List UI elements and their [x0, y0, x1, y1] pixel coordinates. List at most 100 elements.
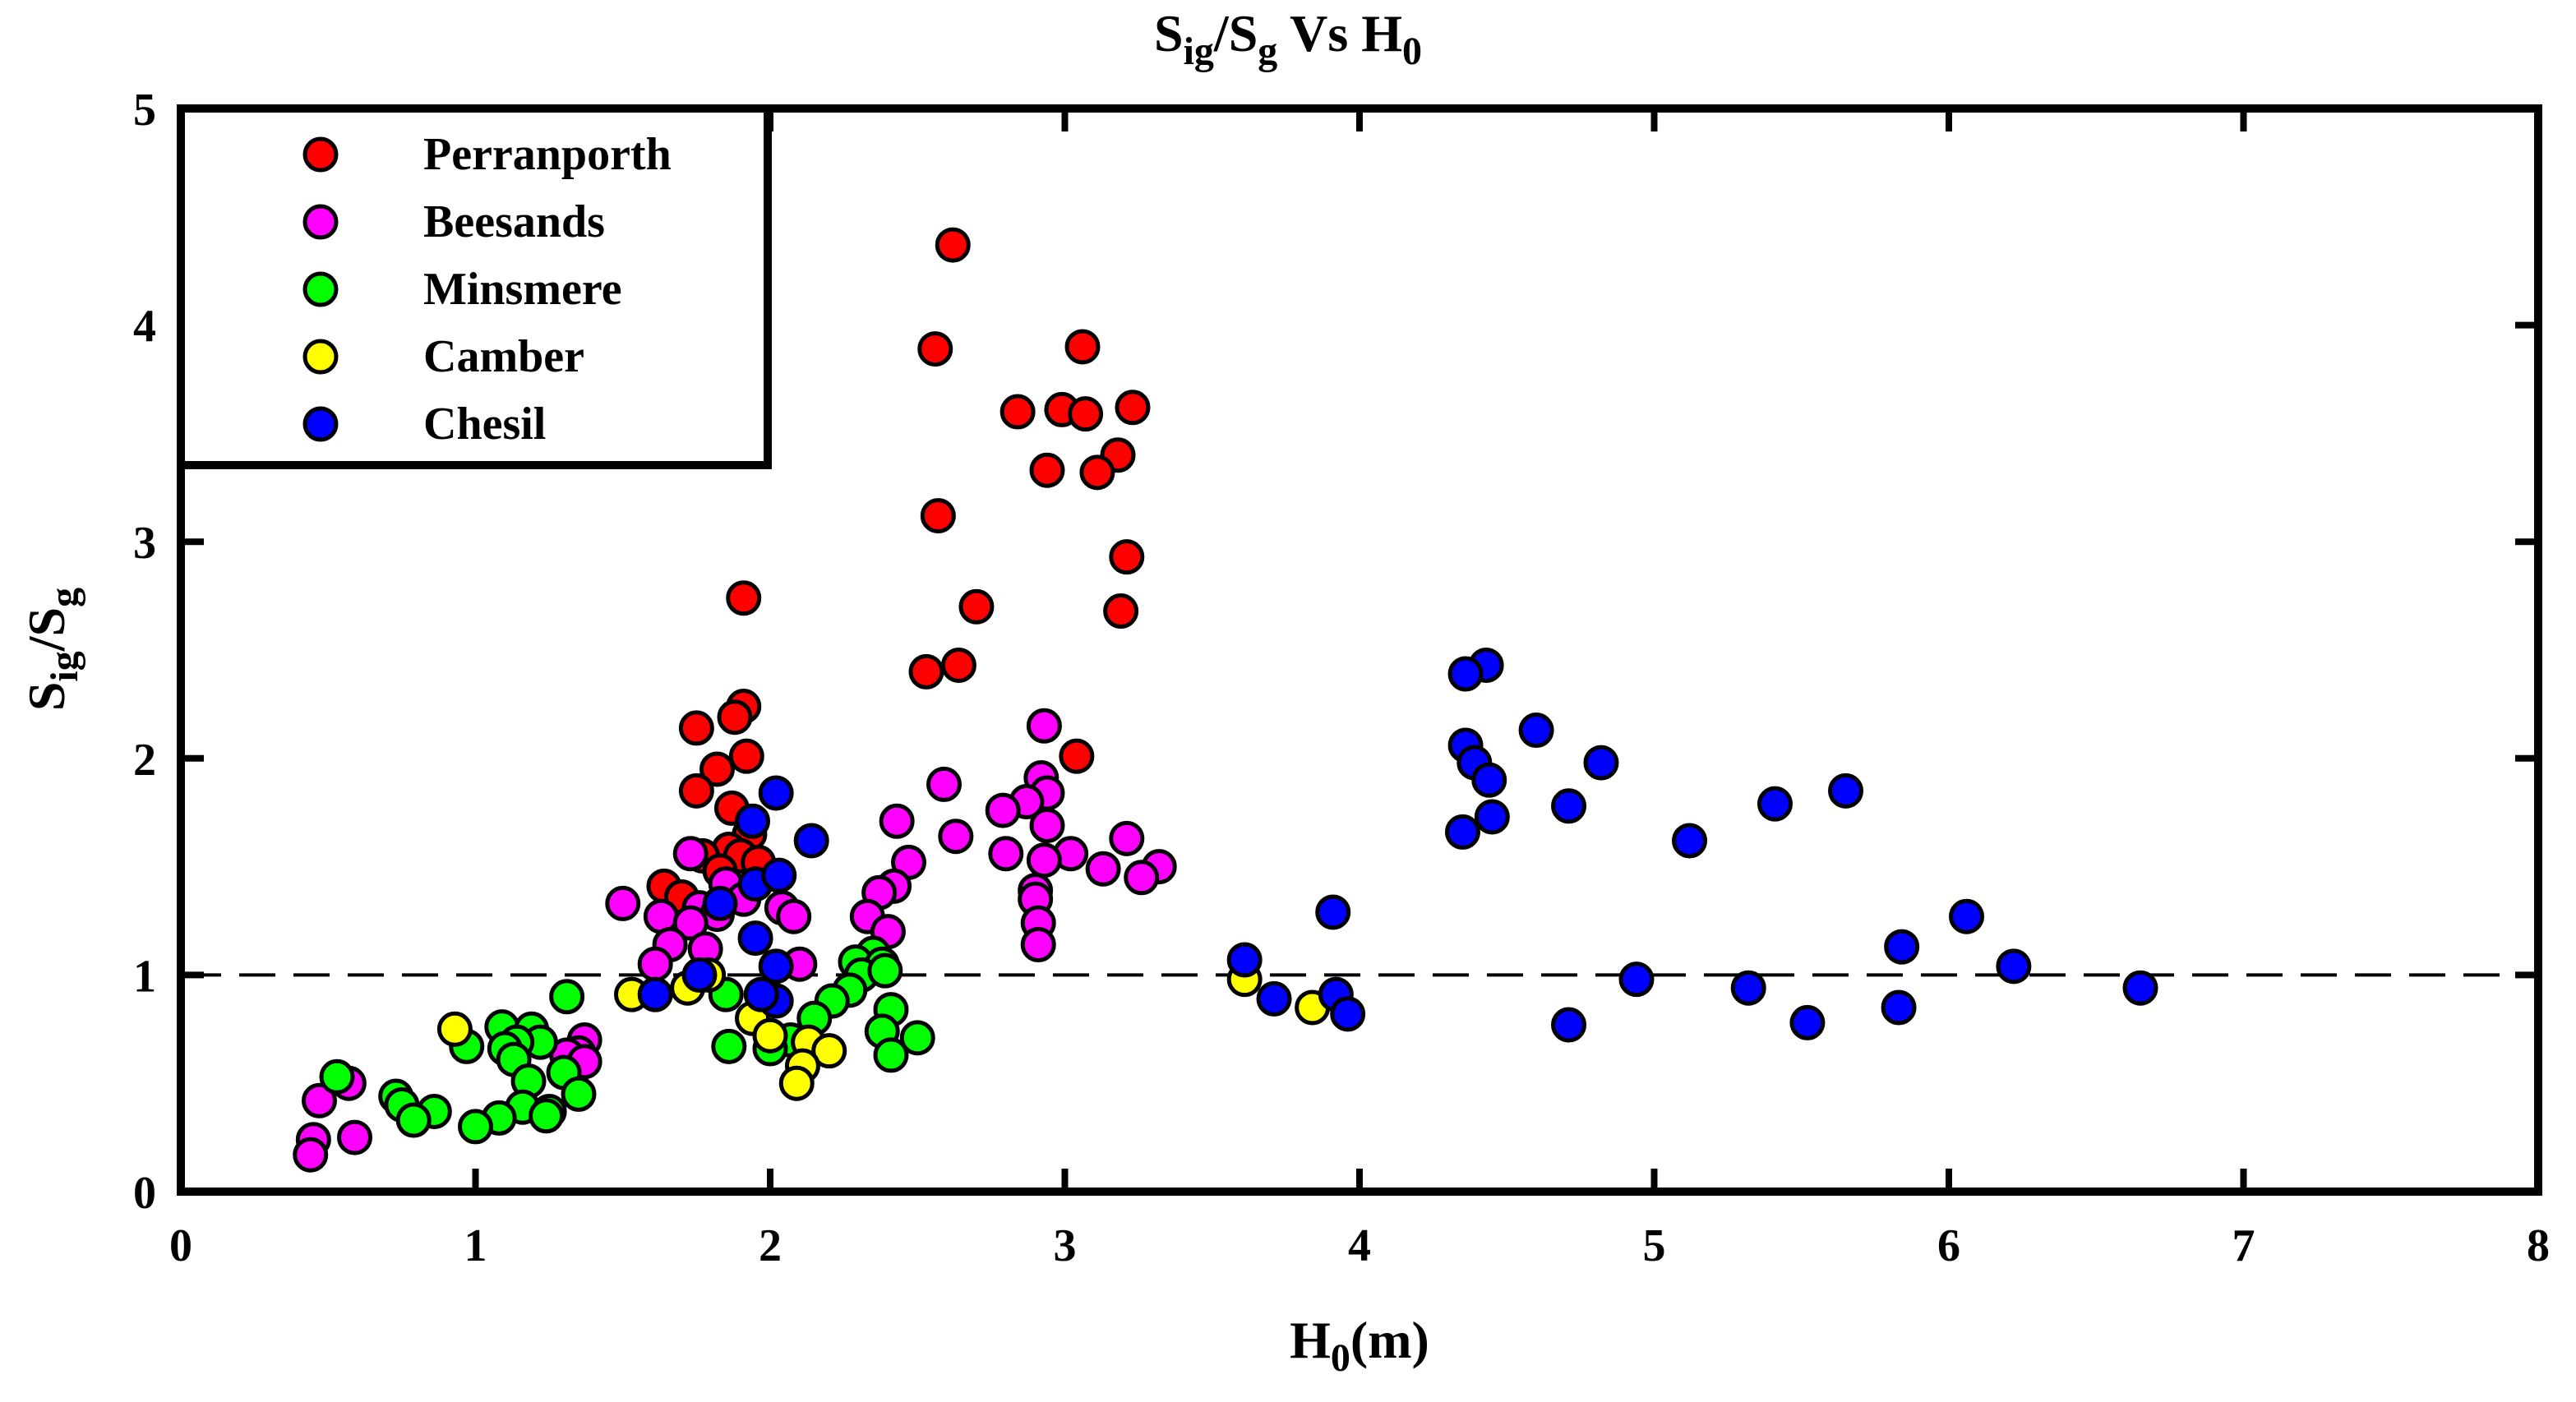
- point-chesil: [758, 948, 794, 985]
- point-chesil: [1672, 823, 1708, 859]
- point-minsmere: [395, 1102, 432, 1138]
- point-chesil: [1471, 762, 1507, 798]
- point-chesil: [681, 957, 718, 993]
- x-tick-label: 3: [1054, 1220, 1077, 1271]
- x-tick-label: 4: [1348, 1220, 1371, 1271]
- data-points: [293, 227, 2158, 1173]
- point-perranporth: [678, 772, 714, 809]
- point-chesil: [1444, 814, 1480, 850]
- point-perranporth: [1064, 329, 1101, 365]
- legend-marker-camber: [302, 339, 339, 375]
- legend-label-camber: Camber: [423, 331, 584, 382]
- point-chesil: [1256, 980, 1292, 1017]
- x-axis-label: H0(m): [1290, 1311, 1429, 1380]
- point-chesil: [734, 803, 770, 839]
- y-tick-label: 1: [133, 951, 156, 1002]
- point-perranporth: [699, 751, 735, 787]
- x-tick-label: 5: [1643, 1220, 1666, 1271]
- y-axis-label: Sig/Sg: [17, 588, 86, 711]
- point-chesil: [1757, 786, 1793, 822]
- point-minsmere: [529, 1098, 565, 1134]
- point-beesands: [1085, 851, 1121, 887]
- y-tick-label: 4: [133, 302, 156, 353]
- point-beesands: [1109, 820, 1145, 856]
- legend-marker-minsmere: [302, 271, 339, 307]
- point-camber: [752, 1017, 788, 1054]
- point-chesil: [793, 823, 829, 859]
- legend-label-minsmere: Minsmere: [423, 264, 622, 315]
- point-chesil: [1828, 772, 1864, 809]
- point-perranporth: [920, 498, 956, 534]
- point-beesands: [637, 946, 673, 982]
- point-minsmere: [711, 1028, 747, 1064]
- point-beesands: [672, 905, 709, 941]
- y-tick-label: 0: [133, 1168, 156, 1219]
- point-beesands: [938, 819, 974, 855]
- legend-label-chesil: Chesil: [423, 399, 546, 450]
- x-tick-label: 8: [2527, 1220, 2550, 1271]
- y-tick-label: 3: [133, 518, 156, 569]
- point-minsmere: [319, 1058, 355, 1095]
- point-camber: [811, 1033, 847, 1069]
- point-perranporth: [678, 710, 714, 746]
- x-tick-label: 7: [2232, 1220, 2255, 1271]
- point-chesil: [1618, 962, 1655, 998]
- point-chesil: [1226, 942, 1263, 978]
- plot-frame: [177, 104, 2542, 1196]
- point-beesands: [672, 836, 709, 872]
- legend-box: [177, 104, 772, 469]
- x-tick-label: 6: [1937, 1220, 1960, 1271]
- point-perranporth: [940, 647, 976, 683]
- point-minsmere: [549, 979, 585, 1015]
- x-tick-label: 1: [464, 1220, 487, 1271]
- point-perranporth: [917, 331, 953, 367]
- x-tick-label: 2: [759, 1220, 782, 1271]
- point-perranporth: [726, 580, 762, 616]
- point-chesil: [761, 857, 797, 893]
- point-camber: [778, 1065, 815, 1101]
- point-chesil: [1551, 788, 1587, 824]
- point-perranporth: [1029, 452, 1065, 488]
- y-tick-label: 2: [133, 735, 156, 786]
- point-chesil: [1881, 989, 1917, 1026]
- point-minsmere: [867, 952, 903, 989]
- point-chesil: [1884, 929, 1920, 965]
- point-chesil: [1730, 970, 1766, 1006]
- point-minsmere: [899, 1020, 935, 1056]
- point-perranporth: [908, 653, 944, 689]
- point-chesil: [1315, 894, 1351, 930]
- point-chesil: [1518, 713, 1554, 749]
- point-camber: [436, 1011, 473, 1047]
- legend-label-perranporth: Perranporth: [423, 129, 672, 180]
- point-beesands: [1124, 860, 1160, 896]
- point-chesil: [637, 976, 673, 1012]
- point-perranporth: [1103, 593, 1139, 630]
- legend: Perranporth Beesands Minsmere Camber Chesil: [177, 104, 772, 469]
- point-beesands: [293, 1137, 329, 1173]
- point-chesil: [1949, 898, 1985, 934]
- legend-label-beesands: Beesands: [423, 196, 605, 247]
- point-chesil: [743, 976, 779, 1012]
- point-perranporth: [935, 227, 971, 263]
- point-perranporth: [958, 588, 995, 625]
- point-beesands: [1026, 842, 1062, 879]
- point-perranporth: [999, 394, 1036, 430]
- point-chesil: [1474, 799, 1510, 835]
- point-beesands: [776, 898, 812, 934]
- point-chesil: [1996, 948, 2032, 985]
- point-minsmere: [458, 1109, 493, 1145]
- point-chesil: [758, 775, 794, 811]
- point-beesands: [605, 885, 641, 921]
- point-minsmere: [561, 1076, 597, 1112]
- point-perranporth: [1109, 539, 1145, 575]
- point-chesil: [2122, 970, 2158, 1006]
- point-chesil: [702, 885, 738, 921]
- point-chesil: [737, 920, 773, 957]
- point-perranporth: [728, 738, 764, 774]
- point-chesil: [1447, 656, 1484, 692]
- y-tick-label: 5: [133, 85, 156, 136]
- point-beesands: [301, 1082, 337, 1118]
- point-beesands: [926, 766, 963, 802]
- point-perranporth: [1079, 454, 1115, 491]
